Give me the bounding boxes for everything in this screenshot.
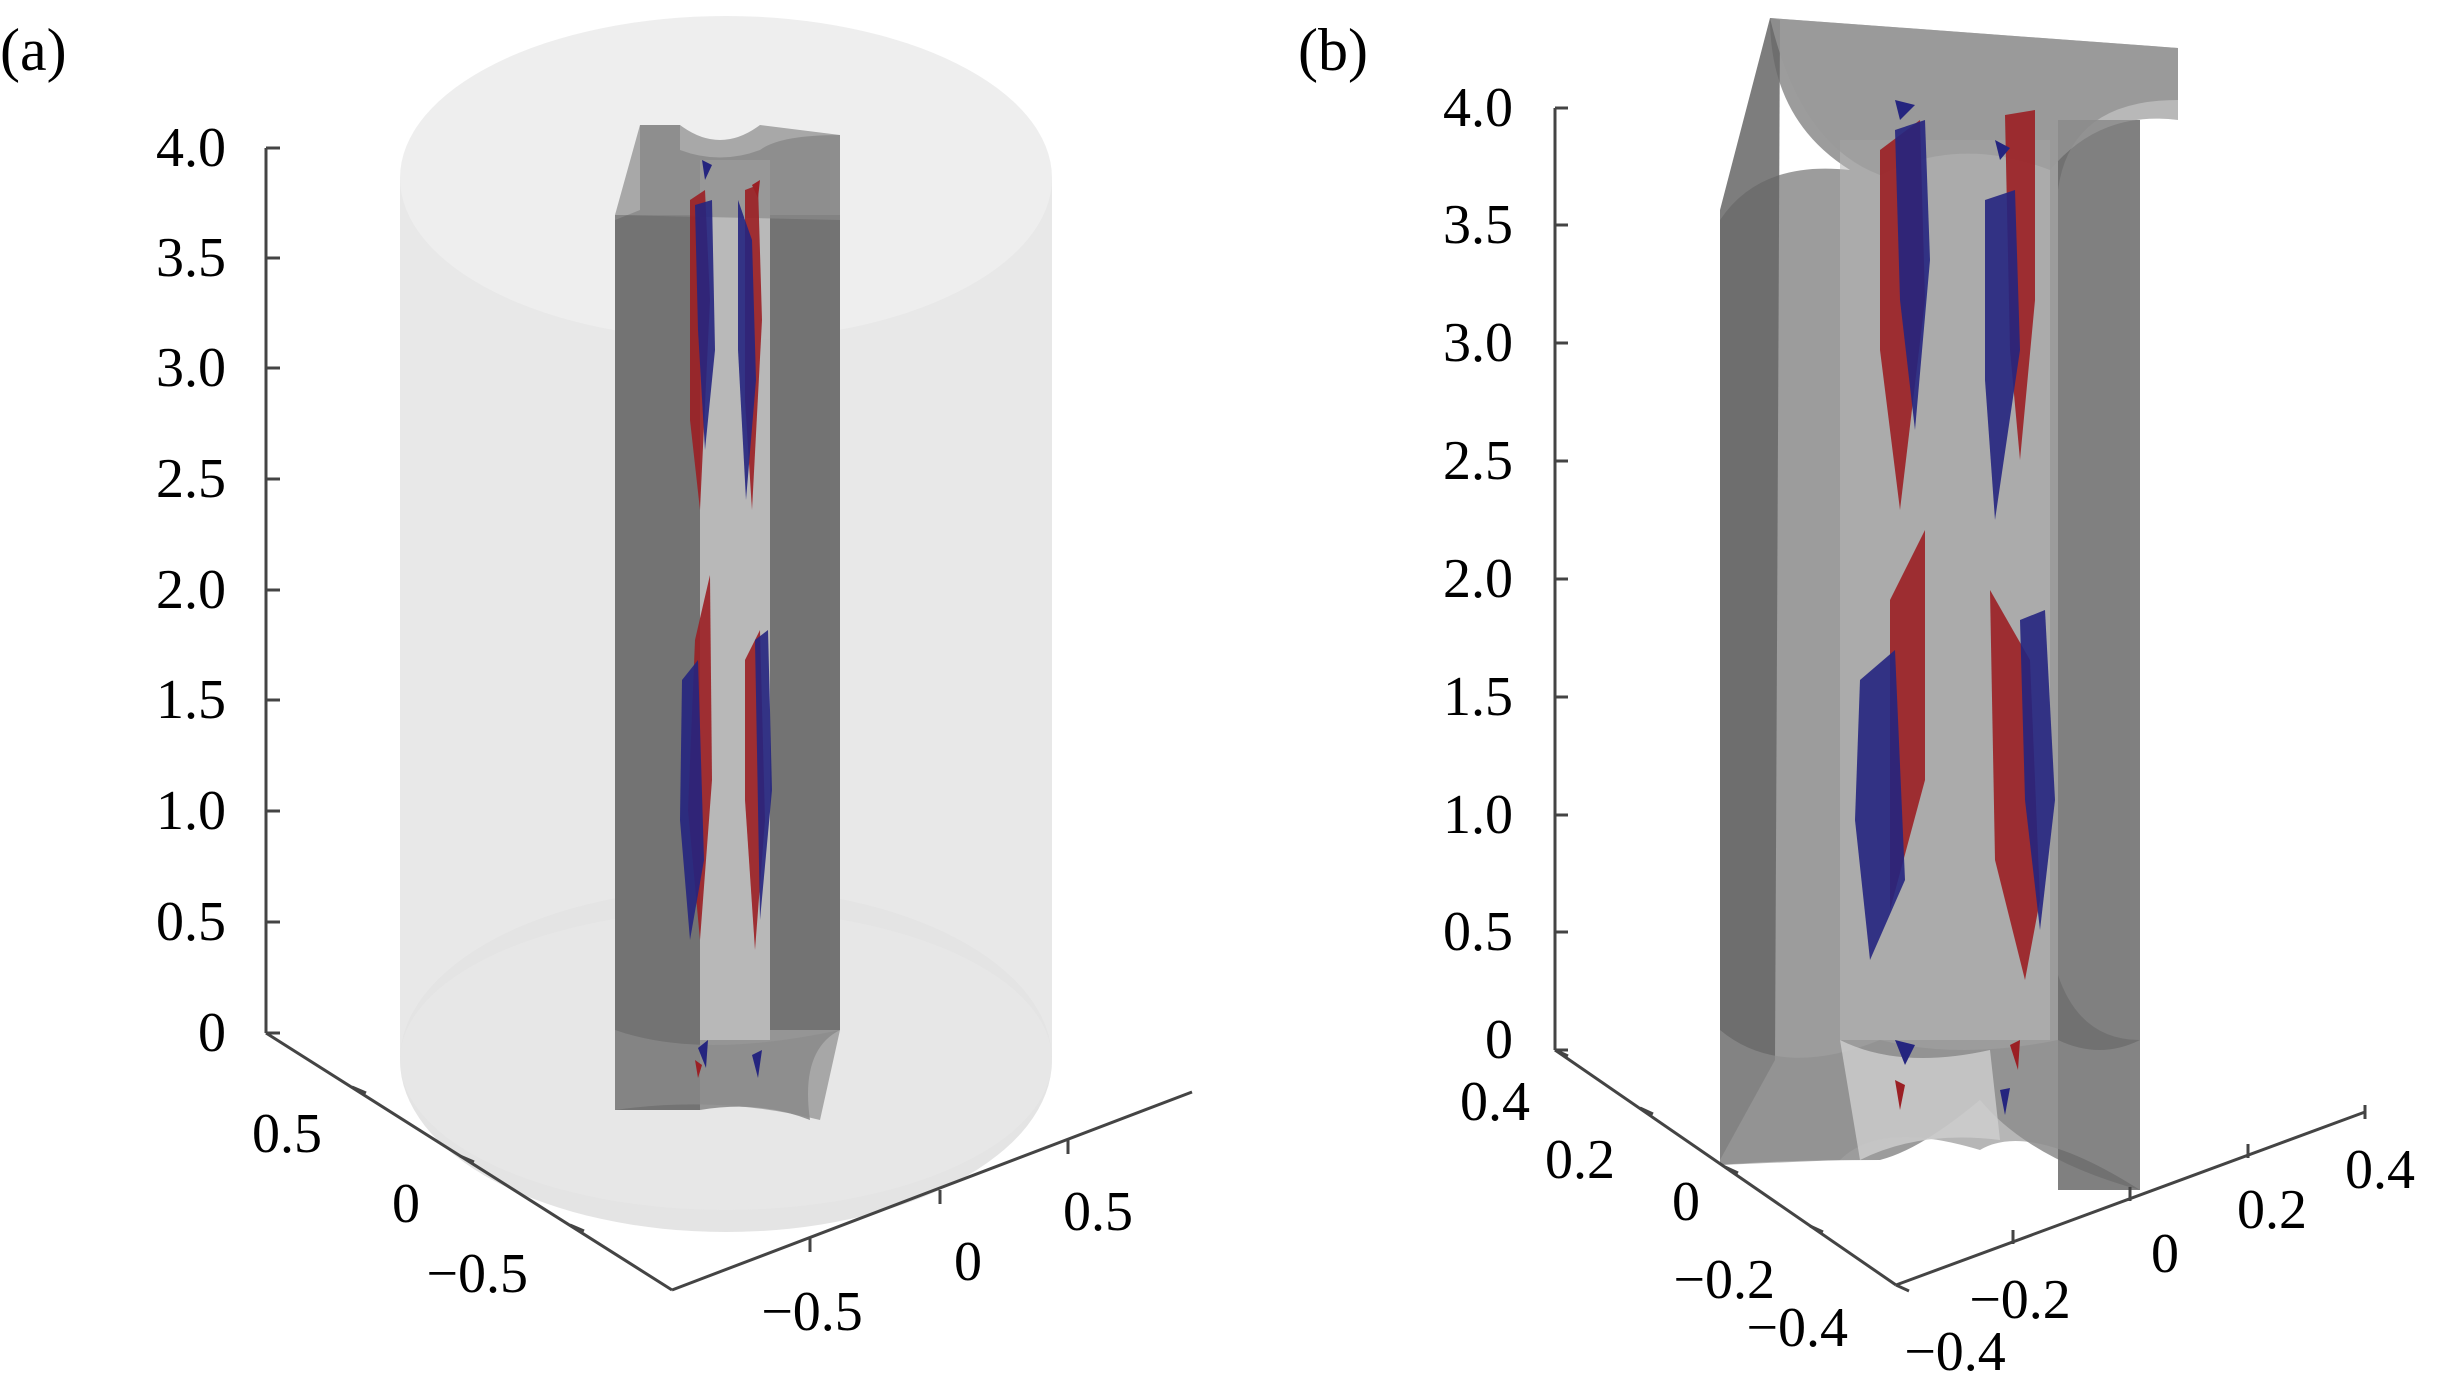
z-tick-label: 2.5 bbox=[1443, 430, 1513, 492]
x-tick-label: 0 bbox=[954, 1231, 982, 1293]
z-tick-label: 0.5 bbox=[156, 891, 226, 953]
y-tick-label: −0.2 bbox=[1673, 1249, 1775, 1311]
panel-b-label: (b) bbox=[1298, 17, 1368, 83]
x-tick-labels-a: −0.5 0 0.5 bbox=[761, 1181, 1133, 1343]
z-tick-label: 1.0 bbox=[156, 780, 226, 842]
z-tick-label: 0 bbox=[198, 1002, 226, 1064]
axes-b bbox=[1553, 106, 2367, 1293]
z-tick-label: 2.0 bbox=[1443, 548, 1513, 610]
x-tick-label: −0.2 bbox=[1969, 1269, 2071, 1331]
z-tick-label: 2.5 bbox=[156, 448, 226, 510]
y-tick-labels-a: 0.5 0 −0.5 bbox=[252, 1103, 528, 1305]
x-tick-label: 0.2 bbox=[2237, 1179, 2307, 1241]
y-tick-label: 0.5 bbox=[252, 1103, 322, 1165]
panel-a-label: (a) bbox=[0, 17, 67, 83]
axes-a bbox=[264, 146, 1193, 1292]
z-tick-labels-b: 4.0 3.5 3.0 2.5 2.0 1.5 1.0 0.5 0 bbox=[1443, 77, 1513, 1071]
panel-b: (b) bbox=[1298, 17, 2415, 1381]
gray-isosurface bbox=[615, 125, 840, 1120]
z-tick-label: 4.0 bbox=[156, 117, 226, 179]
z-tick-label: 0.5 bbox=[1443, 901, 1513, 963]
z-tick-label: 1.0 bbox=[1443, 784, 1513, 846]
vortex-structures bbox=[680, 160, 772, 1078]
x-tick-label: 0.5 bbox=[1063, 1181, 1133, 1243]
z-tick-label: 3.5 bbox=[156, 227, 226, 289]
z-tick-label: 3.0 bbox=[1443, 312, 1513, 374]
x-tick-labels-b: −0.4 −0.2 0 0.2 0.4 bbox=[1904, 1139, 2415, 1381]
x-tick-label: −0.4 bbox=[1904, 1321, 2006, 1381]
y-tick-labels-b: 0.4 0.2 0 −0.2 −0.4 bbox=[1460, 1071, 1848, 1359]
z-tick-label: 3.0 bbox=[156, 337, 226, 399]
y-tick-label: 0 bbox=[392, 1173, 420, 1235]
y-tick-label: 0 bbox=[1672, 1171, 1700, 1233]
x-tick-label: −0.5 bbox=[761, 1281, 863, 1343]
panel-a: (a) bbox=[0, 16, 1193, 1343]
z-tick-label: 1.5 bbox=[1443, 666, 1513, 728]
z-tick-labels-a: 4.0 3.5 3.0 2.5 2.0 1.5 1.0 0.5 0 bbox=[156, 117, 226, 1064]
vortex-structures bbox=[1855, 100, 2055, 1115]
x-tick-label: 0.4 bbox=[2345, 1139, 2415, 1201]
y-tick-label: 0.4 bbox=[1460, 1071, 1530, 1133]
gray-isosurface bbox=[1720, 18, 2178, 1190]
z-tick-label: 2.0 bbox=[156, 559, 226, 621]
z-tick-label: 3.5 bbox=[1443, 194, 1513, 256]
y-tick-label: −0.5 bbox=[426, 1243, 528, 1305]
x-tick-label: 0 bbox=[2151, 1223, 2179, 1285]
y-tick-label: 0.2 bbox=[1545, 1129, 1615, 1191]
y-tick-label: −0.4 bbox=[1746, 1297, 1848, 1359]
z-tick-label: 0 bbox=[1485, 1009, 1513, 1071]
z-tick-label: 1.5 bbox=[156, 669, 226, 731]
z-tick-label: 4.0 bbox=[1443, 77, 1513, 139]
